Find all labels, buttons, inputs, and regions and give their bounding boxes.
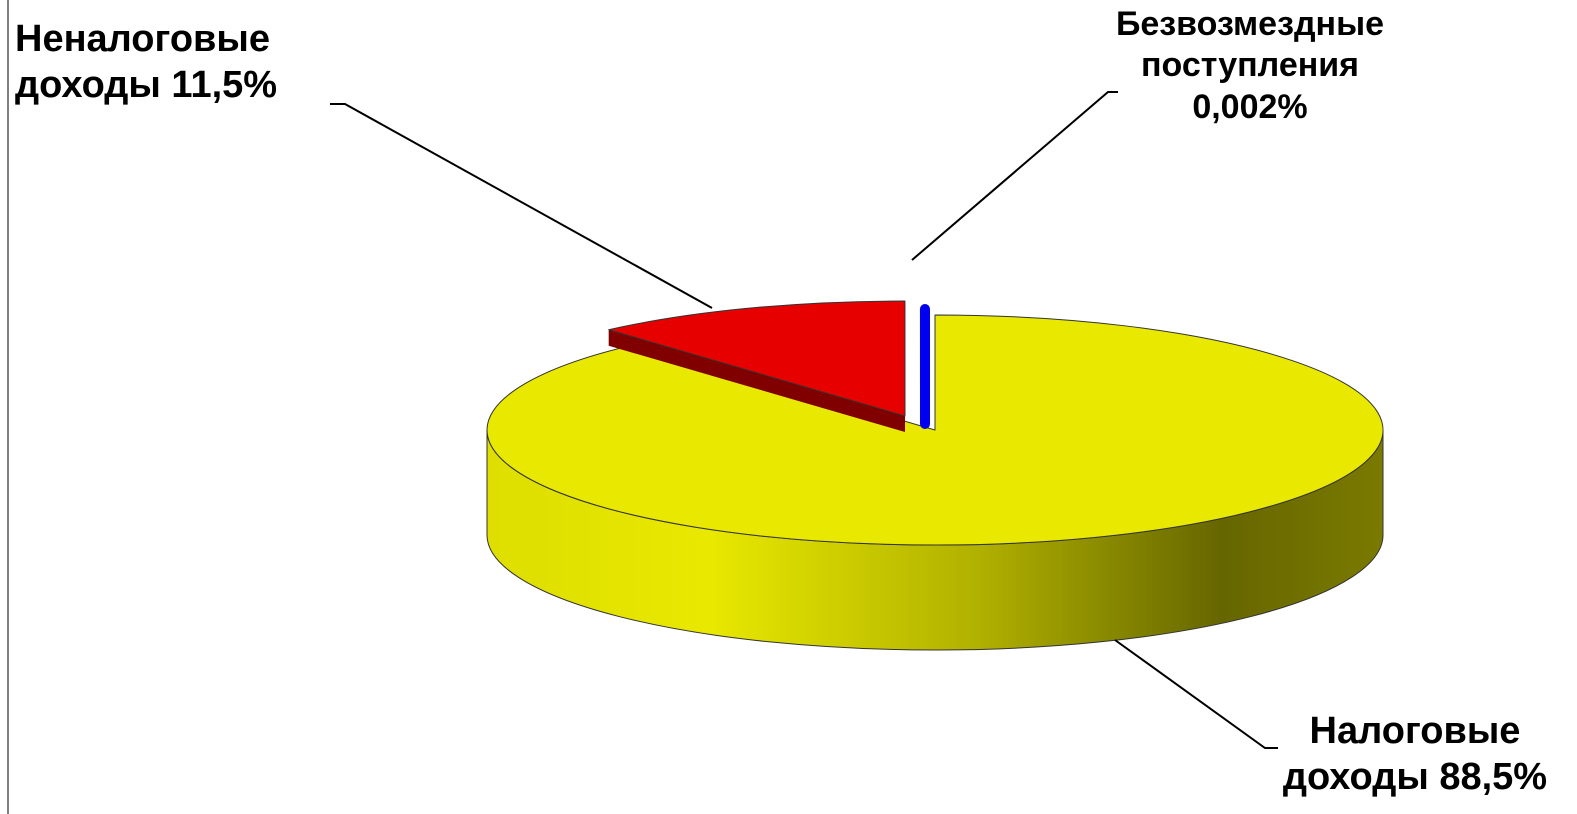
slice <box>608 300 906 417</box>
leader-line <box>1114 639 1278 749</box>
slice <box>486 314 1384 546</box>
label-category: Налоговые доходы <box>1282 710 1521 799</box>
leader-line <box>911 91 1118 261</box>
pie <box>486 300 1384 651</box>
label-category: Безвозмездные поступления <box>1115 5 1385 85</box>
label-value: 11,5% <box>171 64 278 107</box>
data-label: Налоговые доходы 88,5% <box>1250 708 1577 801</box>
label-value: 0,002% <box>1192 87 1308 126</box>
leader-lines <box>330 91 1278 749</box>
data-label: Неналоговые доходы 11,5% <box>15 16 345 109</box>
data-label: Безвозмездные поступления 0,002% <box>1085 4 1415 128</box>
leader-line <box>330 103 713 309</box>
label-value: 88,5% <box>1439 756 1548 799</box>
label-category: Неналоговые доходы <box>15 18 270 107</box>
slice-side <box>608 329 905 432</box>
